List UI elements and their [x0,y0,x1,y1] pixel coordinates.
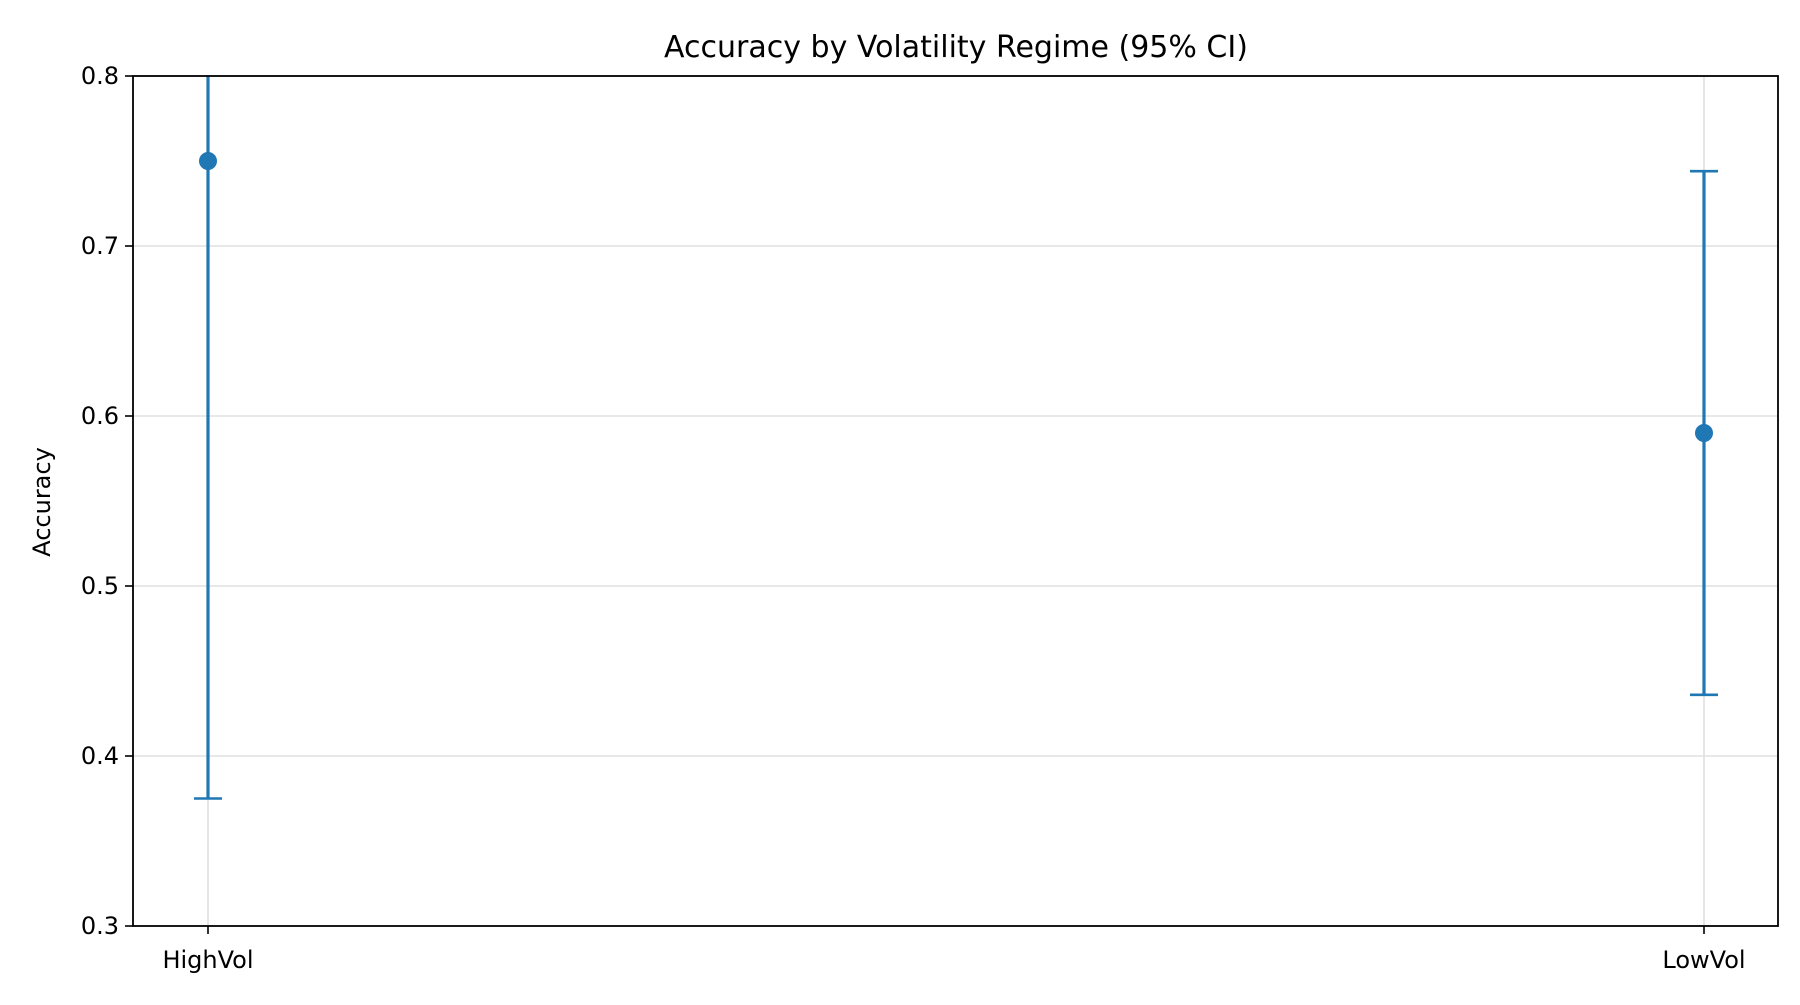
axes-layer: 0.3 0.4 0.5 0.6 0.7 0.8 HighVol LowVol [81,62,1779,974]
y-tick-label: 0.8 [81,62,119,90]
x-tick-label: LowVol [1662,946,1745,974]
data-point [1695,424,1713,442]
grid-layer [133,76,1778,926]
y-tick-label: 0.4 [81,742,119,770]
marks-layer [194,76,1718,800]
chart-title: Accuracy by Volatility Regime (95% CI) [664,30,1248,65]
y-tick-label: 0.3 [81,912,119,940]
y-axis-label: Accuracy [28,447,56,557]
plot-frame [132,75,1779,927]
y-tick-label: 0.7 [81,232,119,260]
data-point [199,152,217,170]
y-tick-label: 0.6 [81,402,119,430]
y-tick-label: 0.5 [81,572,119,600]
x-tick-label: HighVol [162,946,253,974]
